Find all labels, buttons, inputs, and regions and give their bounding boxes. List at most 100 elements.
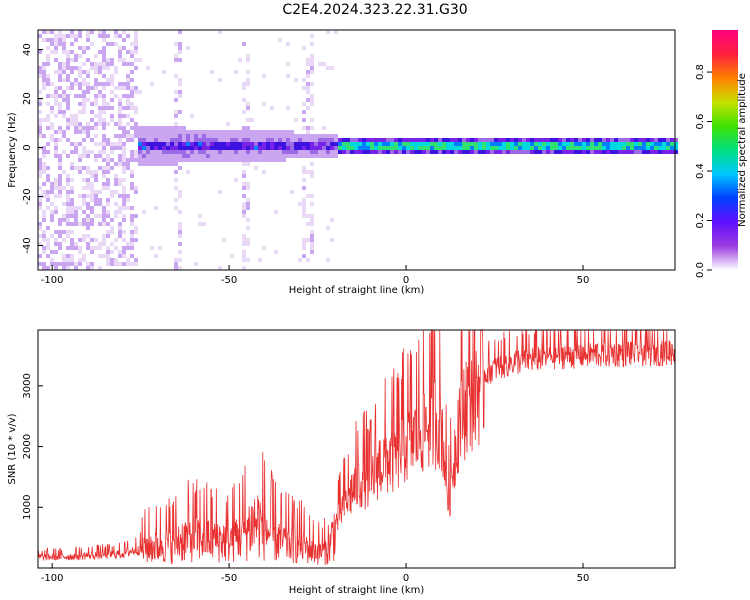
spectrogram-cell xyxy=(546,146,550,150)
spectrogram-cell xyxy=(638,146,642,150)
spectrogram-cell xyxy=(522,138,526,142)
spectrogram-cell xyxy=(82,126,86,130)
spectrogram-cell xyxy=(630,142,634,146)
spectrogram-cell xyxy=(470,146,474,150)
spectrogram-cell xyxy=(198,138,202,142)
spectrogram-cell xyxy=(130,106,134,110)
spectrogram-frame xyxy=(37,29,676,271)
spectrogram-cell xyxy=(62,254,66,258)
spectrogram-cell xyxy=(654,146,658,150)
spectrogram-cell xyxy=(310,178,314,182)
spectrogram-cell xyxy=(242,150,246,154)
spectrogram-cell xyxy=(574,142,578,146)
spectrogram-cell xyxy=(234,134,238,138)
spectrogram-cell xyxy=(58,94,62,98)
spectrogram-cell xyxy=(126,134,130,138)
spectrogram-cell xyxy=(302,178,306,182)
spectrogram-cell xyxy=(94,214,98,218)
spectrogram-cell xyxy=(318,138,322,142)
spectrogram-cell xyxy=(542,146,546,150)
spectrogram-cell xyxy=(134,186,138,190)
spectrogram-cell xyxy=(306,126,310,130)
spectrogram-cell xyxy=(346,150,350,154)
spectrogram-cell xyxy=(110,98,114,102)
spectrogram-cell xyxy=(222,138,226,142)
spectrogram-cell xyxy=(70,70,74,74)
spectrogram-cell xyxy=(542,138,546,142)
spectrogram-cell xyxy=(98,34,102,38)
spectrogram-cell xyxy=(302,238,306,242)
spectrogram-cell xyxy=(58,162,62,166)
spectrogram-cell xyxy=(398,134,402,138)
spectrogram-cell xyxy=(38,90,42,94)
spectrogram-cell xyxy=(246,54,250,58)
spectrogram-cell xyxy=(122,114,126,118)
spectrogram-cell xyxy=(286,154,290,158)
spectrogram-cell xyxy=(54,182,58,186)
spectrogram-cell xyxy=(558,150,562,154)
spectrogram-cell xyxy=(74,34,78,38)
spectrogram-cell xyxy=(50,134,54,138)
spectrogram-cell xyxy=(274,230,278,234)
spectrogram-cell xyxy=(294,70,298,74)
spectrogram-cell xyxy=(38,182,42,186)
spectrogram-cell xyxy=(134,34,138,38)
spectrogram-cell xyxy=(642,142,646,146)
spectrogram-cell xyxy=(650,130,654,134)
spectrogram-cell xyxy=(42,230,46,234)
spectrogram-cell xyxy=(42,246,46,250)
spectrogram-cell xyxy=(534,138,538,142)
spectrogram-cell xyxy=(186,46,190,50)
spectrogram-cell xyxy=(306,154,310,158)
spectrogram-cell xyxy=(154,138,158,142)
spectrogram-cell xyxy=(38,166,42,170)
spectrogram-cell xyxy=(434,146,438,150)
spectrogram-cell xyxy=(130,138,134,142)
spectrogram-cell xyxy=(162,150,166,154)
spectrogram-cell xyxy=(102,158,106,162)
spectrogram-cell xyxy=(174,202,178,206)
spectrogram-cell xyxy=(242,210,246,214)
spectrogram-cell xyxy=(46,102,50,106)
spectrogram-cell xyxy=(398,158,402,162)
spectrogram-cell xyxy=(570,138,574,142)
spectrogram-cell xyxy=(334,138,338,142)
spectrogram-cell xyxy=(86,246,90,250)
spectrogram-cell xyxy=(42,210,46,214)
spectrogram-cell xyxy=(130,214,134,218)
spectrogram-cell xyxy=(90,90,94,94)
spectrogram-cell xyxy=(58,222,62,226)
spectrogram-cell xyxy=(150,126,154,130)
spectrogram-cell xyxy=(462,142,466,146)
spectrogram-cell xyxy=(534,142,538,146)
spectrogram-cell xyxy=(306,106,310,110)
spectrogram-cell xyxy=(534,150,538,154)
spectrogram-cell xyxy=(94,94,98,98)
spectrogram-cell xyxy=(102,106,106,110)
spectrogram-cell xyxy=(218,178,222,182)
spectrogram-cell xyxy=(94,246,98,250)
spectrogram-cell xyxy=(62,38,66,42)
spectrogram-cell xyxy=(446,138,450,142)
spectrogram-cell xyxy=(662,150,666,154)
spectrogram-cell xyxy=(282,134,286,138)
spectrogram-cell xyxy=(126,98,130,102)
spectrogram-cell xyxy=(78,134,82,138)
spectrogram-cell xyxy=(198,222,202,226)
spectrogram-cell xyxy=(422,150,426,154)
spectrogram-cell xyxy=(114,34,118,38)
spectrogram-cell xyxy=(54,178,58,182)
spectrogram-cell xyxy=(310,94,314,98)
spectrogram-cell xyxy=(74,126,78,130)
spectrogram-cell xyxy=(538,130,542,134)
spectrogram-cell xyxy=(178,134,182,138)
spectrogram-cell xyxy=(126,94,130,98)
spectrogram-cell xyxy=(166,130,170,134)
spectrogram-cell xyxy=(386,142,390,146)
spectrogram-cell xyxy=(66,218,70,222)
spectrogram-cell xyxy=(526,138,530,142)
spectrogram-cell xyxy=(78,170,82,174)
spectrogram-cell xyxy=(238,146,242,150)
spectrogram-cell xyxy=(82,254,86,258)
spectrogram-cell xyxy=(110,246,114,250)
